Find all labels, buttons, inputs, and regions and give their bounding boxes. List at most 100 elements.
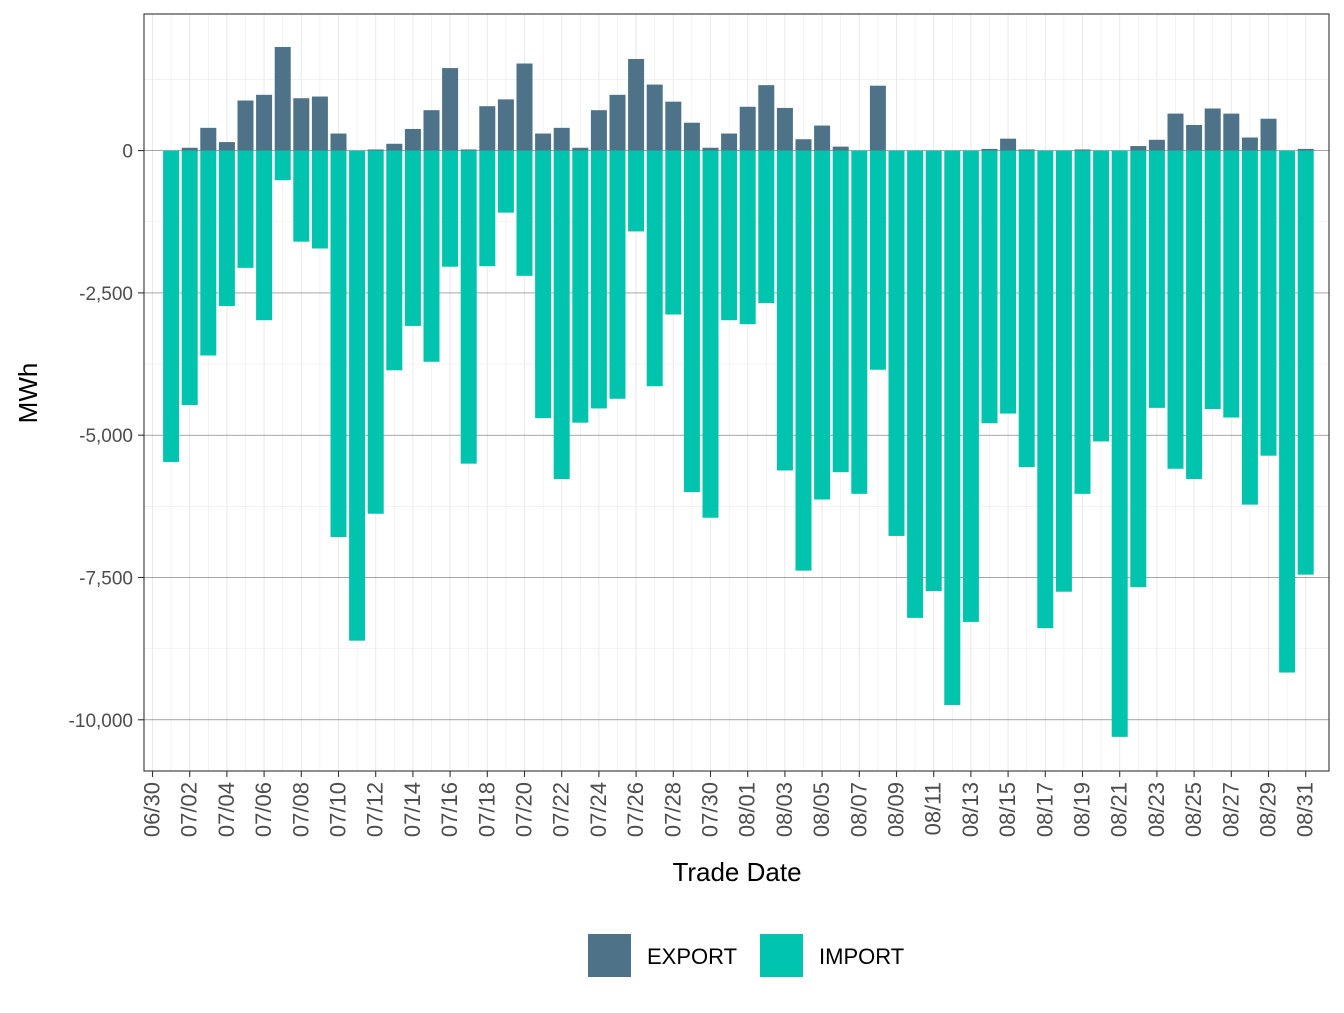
x-tick-label: 07/10 — [326, 782, 351, 837]
bar-import-07-30 — [702, 150, 719, 518]
x-tick-label: 07/20 — [512, 782, 537, 837]
bar-export-07-29 — [683, 122, 700, 151]
x-tick-label: 07/24 — [586, 782, 611, 837]
bar-import-07-23 — [572, 150, 589, 423]
bar-import-07-18 — [479, 150, 496, 267]
bar-export-07-07 — [274, 47, 291, 151]
x-tick-label: 08/29 — [1256, 782, 1281, 837]
bar-import-08-28 — [1241, 150, 1258, 505]
bar-export-07-23 — [572, 147, 589, 151]
bar-export-07-21 — [535, 133, 552, 151]
bar-export-08-26 — [1204, 108, 1221, 151]
bar-import-08-22 — [1130, 150, 1147, 588]
bar-import-08-26 — [1204, 150, 1221, 410]
bar-import-08-15 — [1000, 150, 1017, 414]
bar-import-07-02 — [181, 150, 198, 406]
y-tick-label: -10,000 — [69, 711, 133, 732]
bar-import-08-09 — [888, 150, 905, 536]
bar-import-08-23 — [1148, 150, 1165, 408]
bar-import-08-21 — [1111, 150, 1128, 737]
bar-export-07-10 — [330, 133, 347, 151]
legend-key-import — [760, 934, 803, 977]
bar-import-08-19 — [1074, 150, 1091, 494]
bar-export-07-08 — [293, 98, 310, 151]
bar-import-07-03 — [200, 150, 217, 356]
bar-import-07-01 — [163, 150, 180, 462]
bar-export-07-28 — [665, 101, 682, 151]
x-tick-label: 08/31 — [1293, 782, 1318, 837]
x-tick-label: 08/17 — [1032, 782, 1057, 837]
x-tick-label: 08/23 — [1144, 782, 1169, 837]
bar-export-07-31 — [721, 133, 738, 151]
bar-import-08-04 — [795, 150, 812, 571]
bar-import-07-19 — [497, 150, 514, 213]
y-axis: 0 -2,500 -5,000 -7,500 -10,000 — [69, 142, 144, 732]
y-axis-title: MWh — [13, 363, 43, 424]
legend: EXPORT IMPORT — [588, 934, 904, 977]
bar-export-07-15 — [423, 110, 440, 151]
bar-export-08-04 — [795, 139, 812, 151]
bar-export-07-24 — [590, 110, 607, 151]
bar-export-08-28 — [1241, 137, 1258, 151]
bar-import-08-05 — [814, 150, 831, 500]
bar-import-07-31 — [721, 150, 738, 321]
x-tick-label: 07/08 — [288, 782, 313, 837]
plot-panel-border — [143, 13, 1330, 772]
bar-export-07-17 — [460, 149, 477, 151]
x-tick-label: 08/19 — [1070, 782, 1095, 837]
legend-label-export: EXPORT — [647, 944, 737, 969]
bar-import-08-30 — [1279, 150, 1296, 673]
x-tick-label: 08/07 — [846, 782, 871, 837]
bar-export-08-05 — [814, 125, 831, 151]
bar-import-07-04 — [218, 150, 235, 306]
bar-export-07-14 — [404, 128, 421, 151]
bar-export-08-29 — [1260, 118, 1277, 151]
x-tick-label: 08/01 — [735, 782, 760, 837]
bar-export-07-05 — [237, 100, 254, 151]
bar-import-07-07 — [274, 150, 291, 181]
x-tick-label: 08/05 — [809, 782, 834, 837]
x-tick-label: 08/11 — [921, 782, 946, 835]
bar-export-07-13 — [386, 143, 403, 151]
bar-import-07-12 — [367, 150, 384, 514]
x-tick-label: 08/15 — [995, 782, 1020, 837]
bar-export-07-03 — [200, 127, 217, 151]
bar-import-08-16 — [1018, 150, 1035, 468]
bar-import-07-10 — [330, 150, 347, 538]
x-tick-label: 08/21 — [1107, 782, 1132, 837]
legend-key-export — [588, 934, 631, 977]
bar-import-08-11 — [925, 150, 942, 592]
bar-export-08-14 — [981, 148, 998, 151]
bar-import-08-01 — [739, 150, 756, 325]
bar-import-07-15 — [423, 150, 440, 362]
bar-export-07-19 — [497, 99, 514, 151]
x-tick-label: 07/16 — [437, 782, 462, 837]
bar-export-07-30 — [702, 147, 719, 151]
x-tick-label: 08/25 — [1181, 782, 1206, 837]
bar-export-07-27 — [646, 84, 663, 151]
bar-import-08-24 — [1167, 150, 1184, 469]
bar-export-08-16 — [1018, 149, 1035, 151]
bar-export-08-08 — [869, 85, 886, 151]
bars — [163, 47, 1314, 737]
bar-import-07-09 — [311, 150, 328, 249]
bar-export-08-02 — [758, 85, 775, 151]
x-tick-label: 07/06 — [251, 782, 276, 837]
bar-export-08-19 — [1074, 149, 1091, 151]
y-tick-label: -5,000 — [79, 426, 133, 447]
bar-export-07-06 — [256, 94, 273, 151]
bar-import-07-08 — [293, 150, 310, 242]
bar-export-08-27 — [1223, 113, 1240, 151]
bar-import-07-21 — [535, 150, 552, 419]
x-axis: 06/30 07/02 07/04 07/06 07/08 07/10 07/12 07/14… — [140, 771, 1318, 837]
bar-import-07-26 — [628, 150, 645, 232]
bar-export-07-18 — [479, 106, 496, 151]
bar-import-08-03 — [776, 150, 793, 471]
bar-import-08-31 — [1297, 150, 1314, 575]
bar-import-07-17 — [460, 150, 477, 464]
bar-import-08-08 — [869, 150, 886, 370]
legend-label-import: IMPORT — [819, 944, 904, 969]
x-tick-label: 07/04 — [214, 782, 239, 837]
x-tick-label: 06/30 — [140, 782, 165, 837]
bar-import-08-10 — [907, 150, 924, 618]
